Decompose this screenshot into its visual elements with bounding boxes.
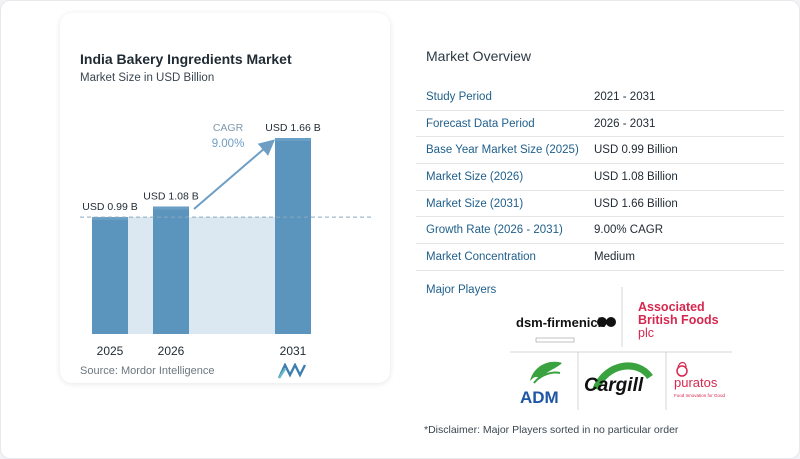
cagr-label: CAGR	[213, 122, 244, 134]
chart-subtitle: Market Size in USD Billion	[80, 72, 215, 84]
overview-row-value: Medium	[594, 250, 635, 263]
overview-row: Market Size (2031) USD 1.66 Billion	[416, 191, 784, 218]
overview-row-label: Market Concentration	[426, 250, 536, 263]
mordor-logo-icon	[278, 363, 306, 379]
x-tick-label: 2026	[158, 344, 185, 358]
data-label: USD 1.66 B	[265, 122, 320, 134]
x-tick-label: 2031	[280, 344, 307, 358]
overview-row-label: Market Size (2031)	[426, 197, 524, 210]
abf-logo-line1: Associated	[638, 300, 705, 314]
overview-row-label: Study Period	[426, 90, 492, 103]
overview-row: Growth Rate (2026 - 2031) 9.00% CAGR	[416, 217, 784, 245]
cargill-logo: Cargill	[584, 362, 653, 396]
overview-table: Study Period 2021 - 2031 Forecast Data Per…	[416, 84, 784, 271]
overview-row-value: USD 1.08 Billion	[594, 170, 678, 183]
major-players-label: Major Players	[426, 284, 497, 296]
cargill-logo-text: Cargill	[584, 375, 644, 396]
abf-logo-line3: plc	[638, 326, 654, 340]
bar	[92, 217, 128, 334]
disclaimer: *Disclaimer: Major Players sorted in no …	[424, 424, 679, 436]
data-label: USD 1.08 B	[143, 190, 198, 202]
bar	[275, 138, 311, 334]
overview-row-value: 9.00% CAGR	[594, 224, 664, 237]
bar-chart: USD 0.99 B 2025 USD 1.08 B 2026 USD 1.66 B 20…	[80, 122, 372, 358]
adm-logo-text: ADM	[520, 388, 559, 407]
associated-british-foods-logo: Associated British Foods plc	[638, 300, 719, 340]
overview-row: Study Period 2021 - 2031	[416, 84, 784, 111]
adm-logo: ADM	[520, 361, 562, 407]
overview-row-value: 2026 - 2031	[594, 117, 656, 130]
overview-row: Forecast Data Period 2026 - 2031	[416, 111, 784, 138]
major-players-logos: dsm-firmenich Associated British Foods p…	[510, 287, 732, 410]
abf-logo-line2: British Foods	[638, 313, 719, 327]
bar-cap	[92, 217, 128, 221]
x-tick-label: 2025	[97, 344, 124, 358]
overview-row-value: USD 0.99 Billion	[594, 144, 678, 157]
chart-card: India Bakery Ingredients Market Market S…	[60, 13, 390, 383]
source-note: Source: Mordor Intelligence	[80, 365, 215, 377]
overview-row-label: Base Year Market Size (2025)	[426, 144, 579, 157]
overview-row: Base Year Market Size (2025) USD 0.99 Bil…	[416, 137, 784, 165]
overview-row: Market Size (2026) USD 1.08 Billion	[416, 164, 784, 191]
puratos-tagline: Food Innovation for Good	[674, 393, 726, 398]
overview-row-value: 2021 - 2031	[594, 90, 656, 103]
dsm-firmenich-logo: dsm-firmenich	[516, 315, 616, 343]
bar-cap	[153, 206, 189, 210]
overview-row-label: Forecast Data Period	[426, 117, 535, 130]
puratos-logo: puratos Food Innovation for Good	[674, 361, 726, 398]
bar-cap	[275, 138, 311, 141]
overview-title: Market Overview	[426, 48, 532, 64]
dsm-logo-text: dsm-firmenich	[516, 315, 606, 330]
cagr-arrow	[193, 139, 276, 210]
bar	[153, 206, 189, 334]
chart-title: India Bakery Ingredients Market	[80, 51, 292, 67]
overview-row-label: Market Size (2026)	[426, 170, 524, 183]
overview-row-label: Growth Rate (2026 - 2031)	[426, 224, 563, 237]
puratos-logo-text: puratos	[674, 375, 718, 390]
data-label: USD 0.99 B	[82, 201, 137, 213]
overview-row-value: USD 1.66 Billion	[594, 197, 678, 210]
cagr-value: 9.00%	[212, 138, 245, 150]
overview-row: Market Concentration Medium	[416, 244, 784, 271]
